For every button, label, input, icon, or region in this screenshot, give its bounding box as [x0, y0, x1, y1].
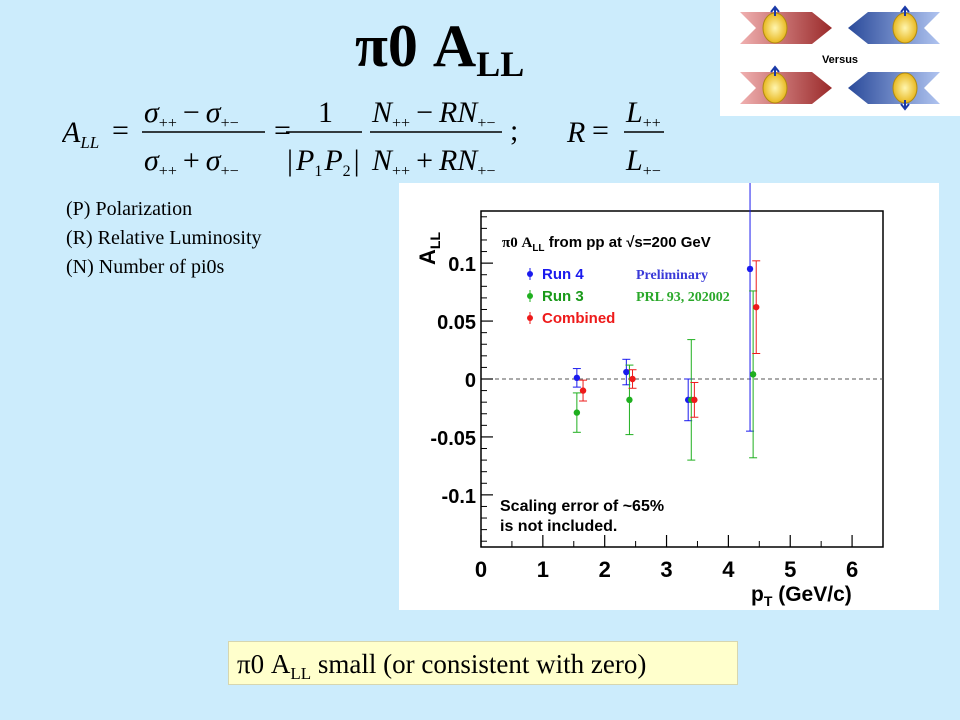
- formula-lpp: L++: [625, 96, 661, 132]
- formula-eq-2: =: [274, 114, 291, 147]
- all-vs-pt-chart: ALL π0 ALL from pp at √s=200 GeV Run 4 Pr…: [415, 106, 884, 609]
- formula-num-2: N++ − RN+−: [371, 96, 495, 132]
- x-tick-label: 5: [784, 557, 796, 582]
- legend-entry: Run 3: [542, 288, 584, 305]
- legend-note: Preliminary: [636, 268, 708, 283]
- x-tick-label: 1: [537, 557, 549, 582]
- plot-area-frame: [480, 210, 884, 548]
- upper-collision-icon: [740, 5, 940, 44]
- legend-entry: Combined: [542, 310, 615, 327]
- y-tick-label: 0.1: [448, 254, 476, 276]
- x-tick-label: 3: [660, 557, 672, 582]
- y-tick-label: 0.05: [437, 312, 476, 334]
- y-tick-label: -0.1: [442, 486, 476, 508]
- x-axis-label: pT (GeV/c): [751, 583, 852, 609]
- formula-den-1: σ++ + σ+−: [144, 144, 239, 180]
- conclusion-box: π0 ALL small (or consistent with zero): [228, 641, 738, 685]
- x-tick-label: 2: [599, 557, 611, 582]
- data-point-run-4: [746, 265, 754, 273]
- x-tick-label: 6: [846, 557, 858, 582]
- legend: Run 4 Preliminary Run 3 PRL 93, 202002 Combi…: [527, 266, 730, 327]
- legend-note: PRL 93, 202002: [636, 290, 730, 305]
- data-point-run-4: [623, 368, 630, 376]
- formula-lpm: L+−: [625, 144, 661, 180]
- chart-title: π0 ALL from pp at √s=200 GeV: [502, 234, 711, 254]
- data-point-combined: [629, 375, 636, 383]
- formula-one: 1: [318, 96, 333, 129]
- data-point-run-4: [573, 374, 581, 382]
- y-axis-label: ALL: [415, 232, 443, 265]
- formula-den-2: N++ + RN+−: [371, 144, 495, 180]
- formula-num-1: σ++ − σ+−: [144, 96, 239, 132]
- data-point-run-3: [573, 409, 581, 416]
- formula-semicolon: ;: [510, 114, 518, 147]
- note-luminosity: (R) Relative Luminosity: [66, 227, 262, 249]
- data-point-combined: [579, 387, 587, 394]
- formula-lhs: ALL: [62, 116, 99, 152]
- spin-versus-illustration: Versus: [720, 0, 960, 116]
- definitions-list: (P) Polarization (R) Relative Luminosity…: [66, 195, 262, 282]
- formula-eq-3: =: [592, 114, 609, 147]
- data-point-run-3: [626, 396, 633, 404]
- annotation-line-1: Scaling error of ~65%: [500, 498, 664, 515]
- formula-eq-1: =: [112, 114, 129, 147]
- asymmetry-formula: ALL = σ++ − σ+− σ++ + σ+− = 1 | P1P2 | N++ − RN+…: [62, 96, 664, 180]
- annotation-line-2: is not included.: [500, 518, 617, 535]
- data-point-combined: [691, 396, 698, 404]
- data-point-run-3: [749, 371, 757, 378]
- versus-label: Versus: [822, 54, 858, 66]
- slide-title: π0 ALL: [355, 13, 525, 84]
- note-pi0-count: (N) Number of pi0s: [66, 256, 225, 278]
- lower-collision-icon: [740, 65, 940, 111]
- note-polarization: (P) Polarization: [66, 198, 193, 220]
- y-tick-label: 0: [465, 370, 476, 392]
- x-tick-label: 4: [722, 557, 735, 582]
- all-plot-panel: ALL π0 ALL from pp at √s=200 GeV Run 4 Pr…: [399, 106, 939, 610]
- data-point-combined: [753, 303, 760, 311]
- formula-r: R: [566, 116, 585, 149]
- legend-entry: Run 4: [542, 266, 584, 283]
- x-tick-label: 0: [475, 557, 487, 582]
- y-tick-label: -0.05: [430, 428, 476, 450]
- formula-polarizations: | P1P2 |: [287, 144, 360, 180]
